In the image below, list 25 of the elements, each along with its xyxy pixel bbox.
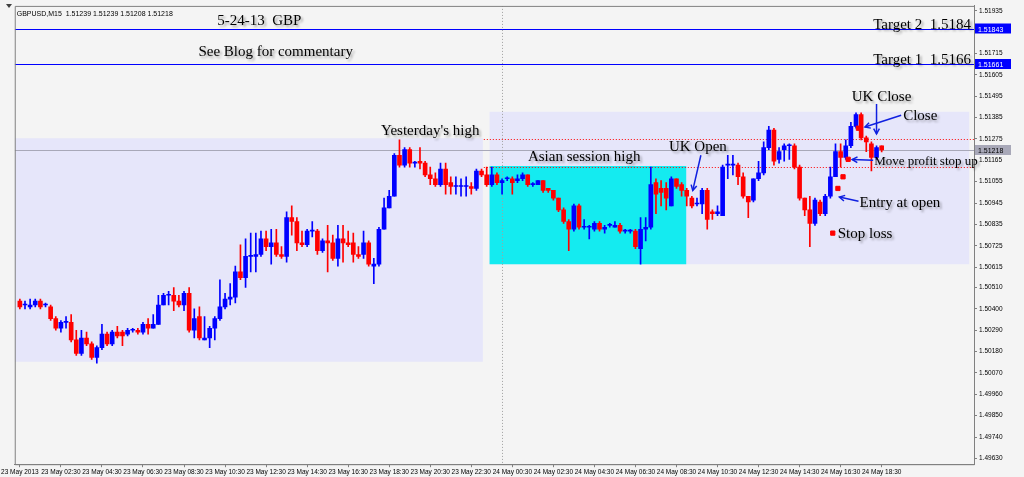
annotation: Close bbox=[903, 107, 938, 124]
annotation: Target 2 1.5184 bbox=[873, 15, 972, 32]
annotation: Yesterday's high bbox=[381, 121, 480, 138]
point bbox=[830, 230, 836, 236]
candlestick bbox=[463, 176, 469, 197]
annotation: See Blog for commentary bbox=[198, 42, 354, 59]
candlestick bbox=[63, 316, 69, 329]
annotation: Stop loss bbox=[837, 225, 893, 242]
annotation: UK Open bbox=[668, 138, 728, 155]
annotation: Move profit stop up bbox=[874, 153, 978, 169]
point bbox=[840, 174, 846, 180]
point bbox=[835, 185, 841, 192]
candlestick bbox=[453, 176, 459, 195]
candlestick bbox=[171, 287, 177, 312]
candlestick bbox=[509, 176, 515, 195]
annotation: UK Close bbox=[851, 87, 912, 104]
candlestick bbox=[458, 178, 464, 197]
chart-subtitle: 5-24-13 GBP bbox=[217, 11, 302, 28]
point bbox=[845, 156, 851, 162]
candlestick bbox=[468, 182, 474, 195]
annotation: Asian session high bbox=[527, 148, 641, 165]
candlestick bbox=[268, 228, 274, 265]
candlestick bbox=[499, 178, 505, 195]
annotation: Entry at open bbox=[859, 194, 941, 211]
annotation: Target 1 1.5166 bbox=[873, 50, 972, 67]
